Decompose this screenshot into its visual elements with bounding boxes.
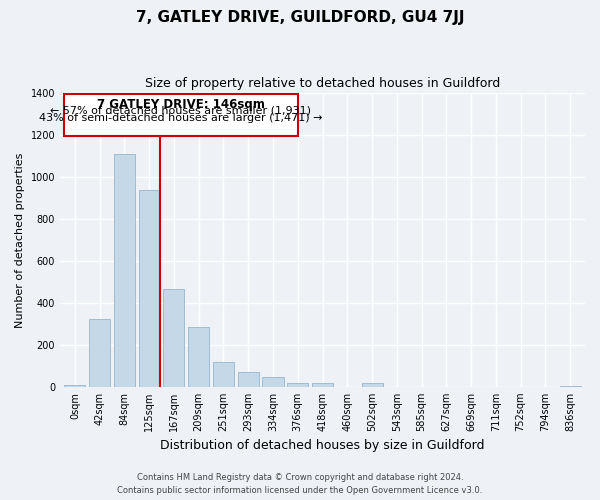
- Bar: [64, 384, 85, 387]
- Bar: [114, 154, 135, 387]
- Bar: [188, 327, 209, 387]
- Bar: [560, 386, 581, 387]
- Bar: [163, 289, 184, 387]
- Bar: [213, 362, 234, 387]
- Title: Size of property relative to detached houses in Guildford: Size of property relative to detached ho…: [145, 78, 500, 90]
- Y-axis label: Number of detached properties: Number of detached properties: [15, 152, 25, 328]
- Bar: [287, 382, 308, 387]
- Bar: [89, 318, 110, 387]
- Bar: [139, 190, 160, 387]
- Text: 43% of semi-detached houses are larger (1,471) →: 43% of semi-detached houses are larger (…: [39, 113, 323, 123]
- Polygon shape: [64, 94, 298, 136]
- Text: 7 GATLEY DRIVE: 146sqm: 7 GATLEY DRIVE: 146sqm: [97, 98, 265, 112]
- Bar: [262, 378, 284, 387]
- Bar: [238, 372, 259, 387]
- Bar: [312, 382, 333, 387]
- Text: Contains HM Land Registry data © Crown copyright and database right 2024.
Contai: Contains HM Land Registry data © Crown c…: [118, 474, 482, 495]
- Text: 7, GATLEY DRIVE, GUILDFORD, GU4 7JJ: 7, GATLEY DRIVE, GUILDFORD, GU4 7JJ: [136, 10, 464, 25]
- Text: ← 57% of detached houses are smaller (1,931): ← 57% of detached houses are smaller (1,…: [50, 106, 311, 116]
- Bar: [362, 382, 383, 387]
- X-axis label: Distribution of detached houses by size in Guildford: Distribution of detached houses by size …: [160, 440, 485, 452]
